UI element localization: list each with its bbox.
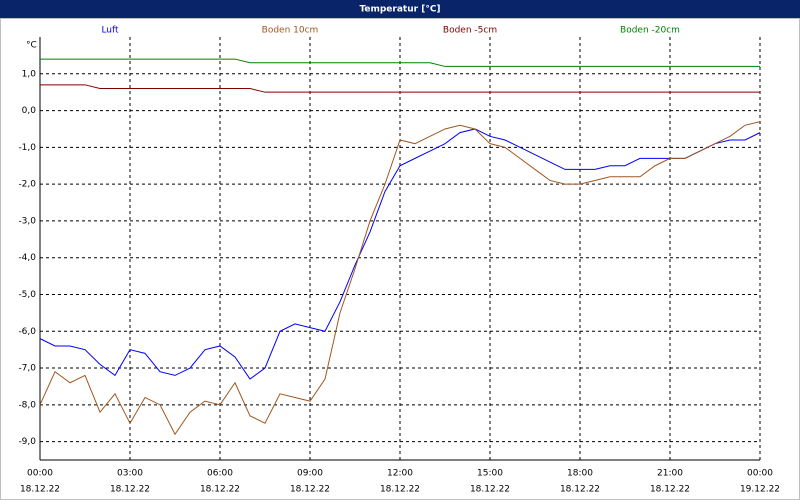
title-bar (0, 0, 800, 18)
x-tick-date: 18.12.22 (650, 485, 690, 495)
legend-label: Boden -20cm (620, 26, 680, 36)
series-line (39, 121, 761, 436)
series-line (40, 58, 760, 67)
x-tick-date: 18.12.22 (380, 485, 420, 495)
series-line (39, 128, 761, 380)
x-tick-label: 18:00 (567, 469, 593, 479)
x-tick-date: 18.12.22 (560, 485, 600, 495)
x-tick-date: 18.12.22 (20, 485, 60, 495)
x-tick-label: 03:00 (117, 469, 143, 479)
x-tick-label: 00:00 (747, 469, 773, 479)
x-tick-date: 18.12.22 (470, 485, 510, 495)
x-tick-date: 18.12.22 (290, 485, 330, 495)
x-tick-label: 12:00 (387, 469, 413, 479)
chart-title: Temperatur [°C] (359, 5, 440, 15)
y-tick-label: -4,0 (18, 253, 36, 263)
x-tick-label: 15:00 (477, 469, 503, 479)
x-tick-label: 21:00 (657, 469, 683, 479)
x-tick-date: 19.12.22 (740, 485, 780, 495)
x-tick-label: 09:00 (297, 469, 323, 479)
y-tick-label: -8,0 (18, 400, 36, 410)
x-tick-date: 18.12.22 (110, 485, 150, 495)
x-tick-date: 18.12.22 (200, 485, 240, 495)
series-line (40, 84, 760, 93)
y-tick-label: -6,0 (18, 327, 36, 337)
y-tick-label: -9,0 (18, 437, 36, 447)
y-tick-label: -3,0 (18, 216, 36, 226)
x-tick-label: 06:00 (207, 469, 233, 479)
legend-label: Boden -5cm (443, 26, 497, 36)
legend-label: Luft (101, 26, 119, 36)
x-tick-label: 00:00 (27, 469, 53, 479)
y-tick-label: -1,0 (18, 143, 36, 153)
legend-label: Boden 10cm (262, 26, 319, 36)
y-unit: °C (26, 41, 37, 51)
y-tick-label: -5,0 (18, 290, 36, 300)
y-tick-label: 0,0 (22, 106, 37, 116)
y-tick-label: 1,0 (22, 69, 37, 79)
y-tick-label: -7,0 (18, 364, 36, 374)
y-tick-label: -2,0 (18, 180, 36, 190)
